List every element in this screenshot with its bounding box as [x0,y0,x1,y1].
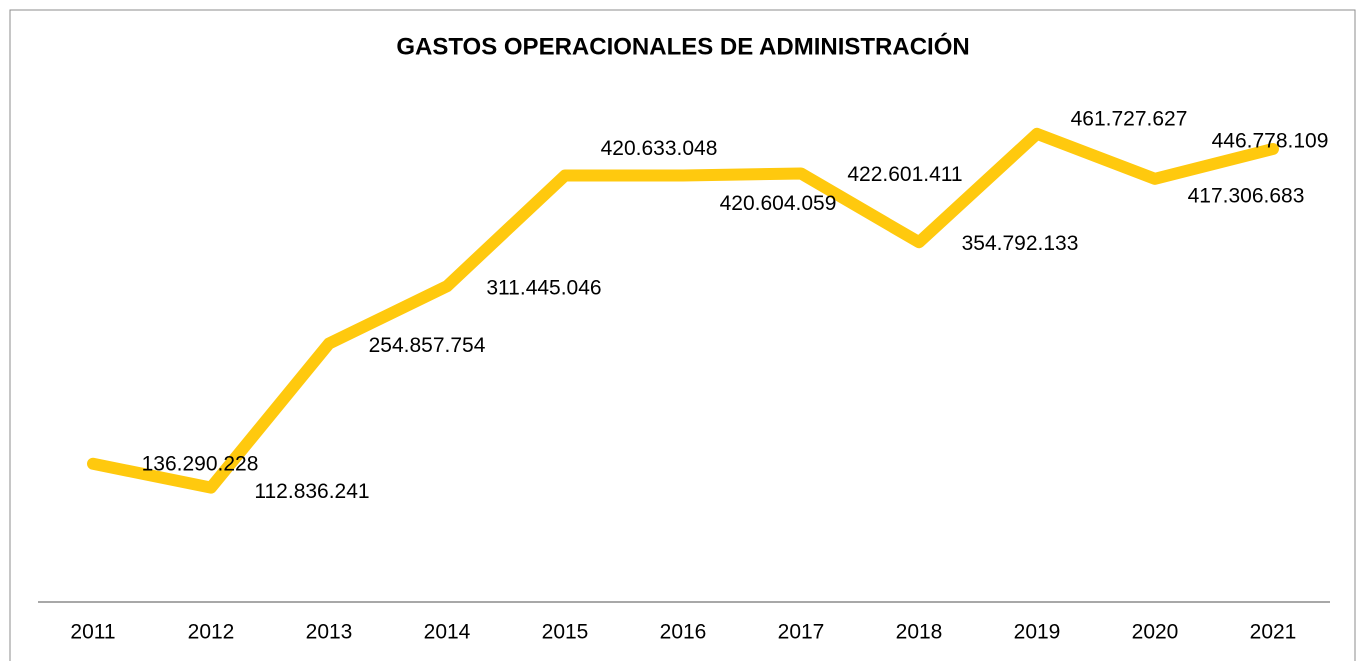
data-label: 417.306.683 [1188,184,1305,207]
x-tick-label: 2015 [542,621,589,644]
data-label: 446.778.109 [1212,130,1329,153]
data-label: 422.601.411 [847,163,962,186]
x-tick-label: 2012 [188,621,235,644]
data-label: 461.727.627 [1071,107,1188,130]
data-label: 420.604.059 [720,192,837,215]
chart-frame [9,9,1356,661]
data-label: 311.445.046 [486,277,601,300]
data-label: 112.836.241 [254,480,369,503]
data-label: 136.290.228 [142,452,259,475]
x-tick-label: 2016 [660,621,707,644]
x-tick-label: 2021 [1250,621,1297,644]
data-label: 354.792.133 [962,232,1079,255]
x-tick-label: 2018 [896,621,943,644]
line [87,127,1279,494]
x-tick-label: 2020 [1132,621,1179,644]
x-tick-label: 2013 [306,621,353,644]
x-tick-label: 2014 [424,621,471,644]
x-tick-label: 2019 [1014,621,1061,644]
chart-title: GASTOS OPERACIONALES DE ADMINISTRACIÓN [396,32,969,60]
data-label: 420.633.048 [601,137,718,160]
x-tick-label: 2011 [70,621,115,644]
x-tick-label: 2017 [778,621,825,644]
data-label: 254.857.754 [369,334,486,357]
